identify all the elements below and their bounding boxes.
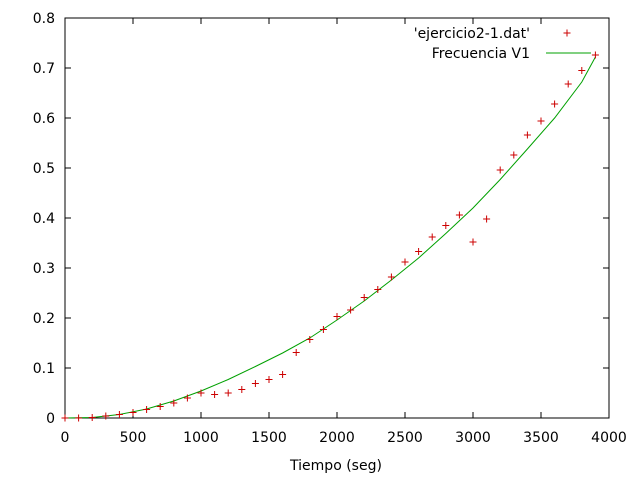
plot-frame: [64, 17, 610, 419]
series-frecuencia-v1: [64, 56, 596, 419]
y-tick-label: 0.2: [33, 311, 55, 327]
x-tick-label: 1000: [183, 430, 219, 446]
data-point: [115, 411, 123, 418]
data-point: [401, 258, 409, 266]
data-point: [143, 406, 151, 413]
data-point: [197, 389, 205, 397]
data-point: [347, 306, 355, 314]
y-tick-label: 0.8: [33, 11, 55, 27]
data-point: [129, 409, 137, 416]
y-tick-label: 0.1: [33, 361, 55, 377]
data-point: [374, 286, 382, 293]
data-point: [551, 100, 559, 108]
data-point: [238, 386, 246, 393]
data-point: [292, 349, 300, 356]
axis-ticks: 0 500 1000 1500 2000 2500 3000 3500 4000 0 0.1 0.2 0…: [33, 11, 627, 446]
data-point: [102, 412, 110, 420]
data-point: [156, 403, 164, 410]
x-tick-label: 2500: [387, 430, 423, 446]
series-line-path: [64, 56, 596, 419]
legend-plus-marker: [563, 29, 571, 37]
data-point: [75, 414, 83, 422]
data-point: [523, 131, 531, 139]
x-tick-label: 500: [120, 430, 147, 446]
y-tick-label: 0.4: [33, 211, 55, 227]
data-point: [183, 394, 191, 402]
legend: 'ejercicio2-1.dat' Frecuencia V1: [414, 26, 591, 62]
y-tick-label: 0.3: [33, 261, 55, 277]
data-point: [415, 248, 423, 255]
data-point: [483, 215, 491, 223]
data-point: [496, 166, 504, 174]
x-tick-label: 2000: [319, 430, 355, 446]
data-point: [591, 51, 599, 59]
data-point: [455, 211, 463, 219]
series-ejercicio-points: [61, 51, 599, 422]
data-point: [279, 371, 287, 378]
data-point: [306, 336, 314, 343]
data-point: [564, 80, 572, 88]
data-point: [224, 389, 232, 397]
data-point: [170, 399, 178, 407]
data-point: [510, 151, 518, 159]
x-tick-label: 3500: [523, 430, 559, 446]
data-point: [537, 117, 545, 125]
x-tick-label: 3000: [455, 430, 491, 446]
data-point: [251, 380, 259, 387]
data-point: [211, 391, 219, 398]
data-point: [578, 67, 586, 74]
x-tick-label: 1500: [251, 430, 287, 446]
legend-label-points: 'ejercicio2-1.dat': [414, 26, 530, 42]
data-point: [61, 414, 69, 422]
data-point: [360, 294, 368, 301]
y-tick-label: 0: [46, 411, 55, 427]
legend-marker-points: [563, 29, 571, 37]
data-point: [428, 233, 436, 241]
y-tick-label: 0.7: [33, 61, 55, 77]
data-point: [387, 273, 395, 281]
data-point: [469, 238, 477, 246]
x-tick-label: 4000: [591, 430, 627, 446]
data-point: [333, 313, 341, 320]
legend-label-line: Frecuencia V1: [432, 46, 530, 62]
data-point: [265, 376, 273, 383]
data-point: [88, 414, 96, 421]
data-point: [319, 326, 327, 333]
y-tick-label: 0.5: [33, 161, 55, 177]
y-tick-label: 0.6: [33, 111, 55, 127]
data-point: [442, 222, 450, 229]
x-tick-label: 0: [61, 430, 70, 446]
x-axis-label: Tiempo (seg): [289, 458, 382, 474]
